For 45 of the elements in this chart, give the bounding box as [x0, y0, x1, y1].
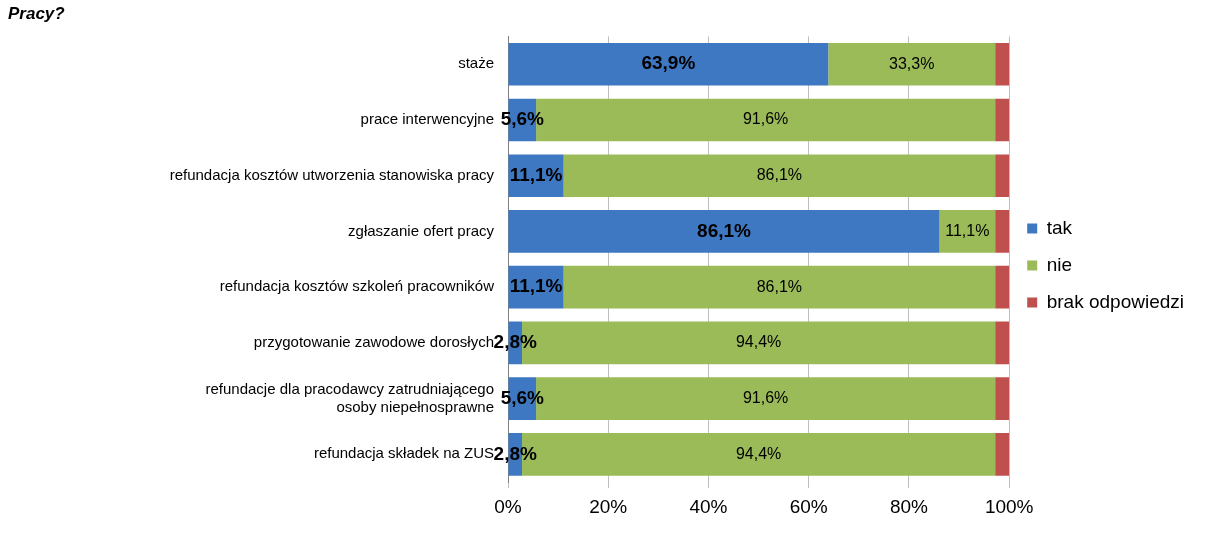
legend-label: nie	[1046, 253, 1073, 275]
bar	[828, 42, 996, 86]
y-tick-label: zgłaszanie ofert pracy	[348, 221, 495, 239]
data-label: 2,8%	[493, 331, 538, 353]
bar	[995, 377, 1010, 420]
data-label: 2,8%	[493, 442, 538, 464]
bar	[995, 42, 1010, 86]
data-label: 86,1%	[697, 219, 752, 241]
bar	[563, 265, 996, 309]
y-tick-label: refundacja kosztów szkoleń pracowników	[219, 277, 495, 295]
data-label: 94,4%	[735, 333, 782, 351]
legend-label: brak odpowiedzi	[1046, 290, 1185, 312]
data-label: 33,3%	[889, 54, 935, 72]
bar	[995, 210, 1010, 253]
y-tick-label: refundacja składek na ZUS	[313, 444, 494, 462]
bar	[995, 321, 1010, 365]
bar	[508, 210, 940, 253]
x-tick-label: 20%	[589, 495, 628, 517]
bar	[995, 154, 1010, 198]
x-tick-label: 100%	[984, 495, 1034, 517]
bar	[995, 265, 1010, 309]
data-label: 11,1%	[509, 163, 563, 185]
legend-label: tak	[1046, 216, 1073, 238]
x-tick-label: 60%	[789, 495, 828, 517]
data-label: 63,9%	[641, 52, 696, 74]
bar	[995, 98, 1010, 142]
y-tick-label: staże	[458, 54, 494, 72]
data-label: 91,6%	[742, 110, 789, 128]
y-tick-label: przygotowanie zawodowe dorosłych	[253, 333, 494, 351]
bar	[563, 154, 996, 198]
x-tick-label: 40%	[689, 495, 728, 517]
y-tick-label: refundacje dla pracodawcy zatrudniającego osoby niepełnosprawne	[205, 379, 494, 415]
data-label: 94,4%	[735, 444, 782, 462]
bar	[995, 433, 1010, 476]
x-tick-label: 0%	[494, 495, 522, 517]
y-tick-label: refundacja kosztów utworzenia stanowiska pracy	[169, 165, 495, 183]
bar	[508, 42, 829, 86]
data-label: 11,1%	[945, 221, 990, 239]
data-label: 86,1%	[756, 166, 803, 184]
data-label: 11,1%	[509, 275, 563, 297]
y-tick-label: prace interwencyjne	[360, 110, 494, 128]
data-label: 86,1%	[756, 277, 803, 295]
data-label: 91,6%	[742, 389, 789, 407]
x-tick-label: 80%	[889, 495, 929, 517]
text: Pracy?	[8, 3, 66, 23]
